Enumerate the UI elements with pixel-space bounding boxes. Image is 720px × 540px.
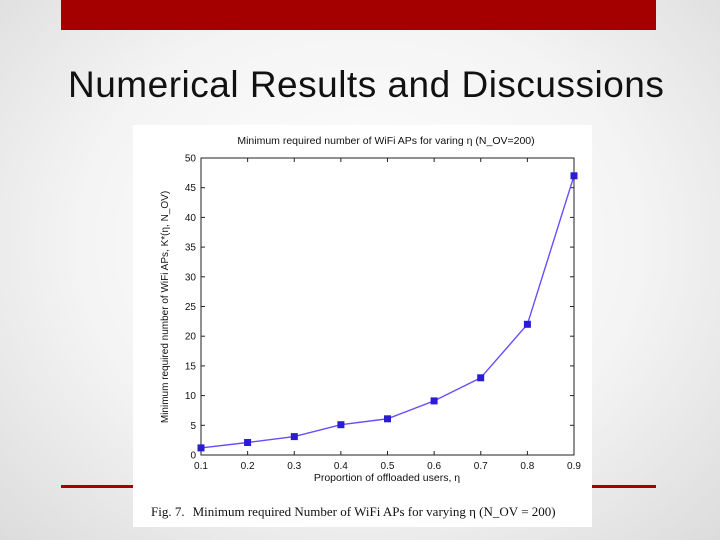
x-axis-label: Proportion of offloaded users, η <box>314 472 460 484</box>
figure: Minimum required number of WiFi APs for … <box>133 125 592 527</box>
data-point-marker <box>244 439 252 446</box>
y-tick-label: 25 <box>185 302 197 313</box>
plot-area <box>200 157 575 456</box>
chart-title: Minimum required number of WiFi APs for … <box>237 135 534 147</box>
series-markers <box>197 172 578 452</box>
y-axis-ticks: 0 5 10 15 20 25 30 35 40 45 50 <box>185 154 574 462</box>
y-tick-label: 30 <box>185 272 197 283</box>
y-tick-label: 40 <box>185 213 197 224</box>
top-accent-bar <box>61 0 656 30</box>
y-tick-label: 10 <box>185 391 197 402</box>
data-point-marker <box>337 421 345 429</box>
y-tick-label: 50 <box>185 154 197 165</box>
y-tick-label: 20 <box>185 332 197 343</box>
x-tick-label: 0.8 <box>520 461 534 472</box>
y-axis-label: Minimum required number of WiFi APs, K*(… <box>160 191 171 423</box>
slide-title: Numerical Results and Discussions <box>68 64 665 105</box>
data-point-marker <box>384 415 391 423</box>
y-tick-label: 15 <box>185 361 197 372</box>
figure-caption: Fig. 7. Minimum required Number of WiFi A… <box>151 504 591 520</box>
x-tick-label: 0.6 <box>427 461 441 472</box>
figure-caption-text: Minimum required Number of WiFi APs for … <box>192 504 556 519</box>
y-tick-label: 45 <box>185 183 197 194</box>
data-point-marker <box>523 320 531 328</box>
data-point-marker <box>430 397 438 405</box>
x-tick-label: 0.4 <box>334 461 348 472</box>
figure-caption-label: Fig. 7. <box>151 504 185 519</box>
x-tick-label: 0.7 <box>474 461 488 472</box>
line-chart: Minimum required number of WiFi APs for … <box>160 135 581 484</box>
x-tick-label: 0.2 <box>241 461 255 472</box>
y-tick-label: 35 <box>185 243 197 254</box>
y-tick-label: 0 <box>190 451 196 462</box>
x-tick-label: 0.9 <box>567 461 581 472</box>
data-point-marker <box>197 444 205 452</box>
x-axis-ticks: 0.1 0.2 0.3 0.4 0.5 0.6 0.7 0.8 0.9 <box>194 158 581 472</box>
data-point-marker <box>477 374 485 382</box>
data-point-marker <box>570 172 578 180</box>
x-tick-label: 0.3 <box>287 461 301 472</box>
x-tick-label: 0.1 <box>194 461 208 472</box>
data-point-marker <box>290 433 298 441</box>
y-tick-label: 5 <box>190 421 196 432</box>
x-tick-label: 0.5 <box>381 461 395 472</box>
